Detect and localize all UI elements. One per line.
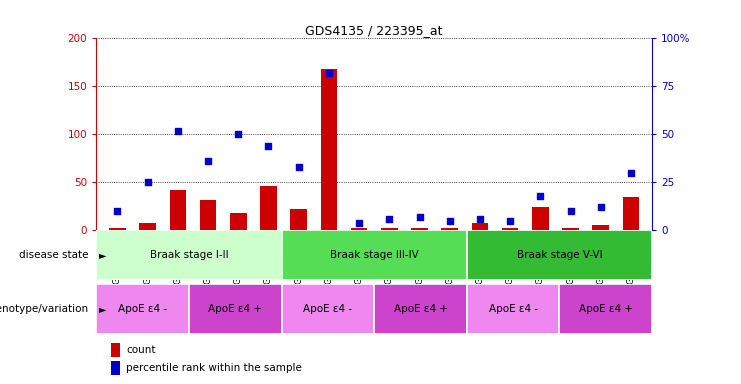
Title: GDS4135 / 223395_at: GDS4135 / 223395_at: [305, 24, 443, 37]
Bar: [467, 284, 559, 334]
Bar: [282, 230, 467, 280]
Bar: [471, 223, 488, 230]
Bar: [230, 213, 247, 230]
Bar: [260, 186, 277, 230]
Text: ApoE ε4 -: ApoE ε4 -: [118, 304, 167, 314]
Point: [172, 127, 184, 134]
Point: [293, 164, 305, 170]
Bar: [282, 284, 374, 334]
Point: [474, 216, 486, 222]
Bar: [189, 284, 282, 334]
Bar: [374, 284, 467, 334]
Text: percentile rank within the sample: percentile rank within the sample: [126, 363, 302, 373]
Text: disease state: disease state: [19, 250, 89, 260]
Point: [323, 70, 335, 76]
Point: [353, 220, 365, 226]
Bar: [109, 228, 126, 230]
Point: [142, 179, 153, 185]
Bar: [96, 284, 189, 334]
Point: [413, 214, 425, 220]
Bar: [321, 69, 337, 230]
Point: [534, 193, 546, 199]
Text: Braak stage III-IV: Braak stage III-IV: [330, 250, 419, 260]
Point: [565, 208, 576, 214]
Bar: [442, 227, 458, 230]
Text: ApoE ε4 +: ApoE ε4 +: [579, 304, 633, 314]
Bar: [170, 190, 186, 230]
Point: [202, 158, 214, 164]
Bar: [139, 223, 156, 230]
Bar: [96, 230, 282, 280]
Bar: [592, 225, 609, 230]
Bar: [502, 228, 519, 230]
Text: Braak stage V-VI: Braak stage V-VI: [516, 250, 602, 260]
Text: Braak stage I-II: Braak stage I-II: [150, 250, 228, 260]
Bar: [622, 197, 639, 230]
Text: ApoE ε4 -: ApoE ε4 -: [303, 304, 353, 314]
Text: genotype/variation: genotype/variation: [0, 304, 89, 314]
Bar: [411, 227, 428, 230]
Text: ApoE ε4 +: ApoE ε4 +: [208, 304, 262, 314]
Bar: [350, 228, 368, 230]
Text: ApoE ε4 -: ApoE ε4 -: [488, 304, 538, 314]
Point: [233, 131, 245, 137]
Point: [595, 204, 607, 210]
Text: ►: ►: [99, 250, 106, 260]
Text: ►: ►: [99, 304, 106, 314]
Point: [262, 143, 274, 149]
Point: [625, 170, 637, 176]
Point: [444, 218, 456, 224]
Bar: [559, 284, 652, 334]
Text: count: count: [126, 345, 156, 355]
Bar: [381, 228, 398, 230]
Point: [383, 216, 395, 222]
Bar: [200, 200, 216, 230]
Point: [504, 218, 516, 224]
Text: ApoE ε4 +: ApoE ε4 +: [393, 304, 448, 314]
Bar: [467, 230, 652, 280]
Point: [112, 208, 124, 214]
Bar: [290, 209, 307, 230]
Bar: [532, 207, 548, 230]
Bar: [562, 228, 579, 230]
